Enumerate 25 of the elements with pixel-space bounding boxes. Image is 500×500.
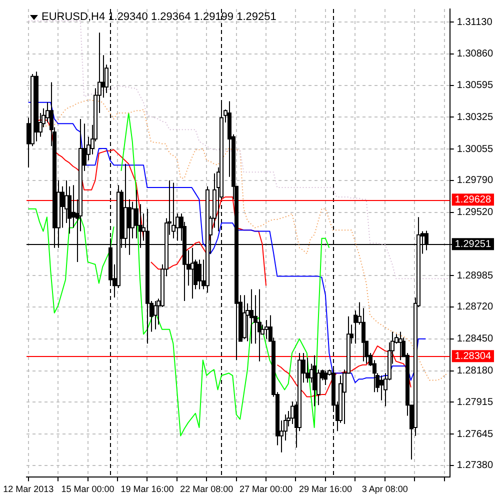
x-tick-label: 29 Mar 16:00 bbox=[298, 484, 352, 494]
ref-line-label: 1.29628 bbox=[454, 194, 492, 206]
y-tick-label: 1.30860 bbox=[456, 48, 494, 60]
y-tick-label: 1.27645 bbox=[456, 428, 494, 440]
ref-line-label: 1.28304 bbox=[454, 350, 492, 362]
y-tick-label: 1.29790 bbox=[456, 175, 494, 186]
y-tick-label: 1.28180 bbox=[456, 366, 494, 377]
x-tick-label: 12 Mar 2013 bbox=[3, 484, 54, 494]
y-tick-label: 1.27915 bbox=[456, 396, 494, 408]
y-tick-label: 1.28985 bbox=[456, 270, 494, 282]
y-tick-label: 1.30325 bbox=[456, 112, 494, 123]
y-tick-label: 1.27380 bbox=[456, 460, 494, 472]
x-tick-label: 27 Mar 00:00 bbox=[240, 484, 293, 494]
y-tick-label: 1.29520 bbox=[456, 207, 494, 218]
chart-title: EURUSD,H4 1.29340 1.29364 1.29199 1.29251 bbox=[42, 11, 276, 23]
y-tick-label: 1.31130 bbox=[456, 16, 493, 28]
y-tick-label: 1.28720 bbox=[456, 302, 494, 313]
x-tick-label: 22 Mar 08:00 bbox=[180, 484, 234, 494]
x-tick-label: 19 Mar 16:00 bbox=[120, 484, 174, 494]
y-tick-label: 1.30595 bbox=[456, 80, 494, 92]
y-tick-label: 1.28450 bbox=[456, 334, 494, 345]
ref-line-label: 1.29251 bbox=[454, 238, 492, 250]
x-tick-label: 3 Apr 08:00 bbox=[362, 484, 408, 494]
y-tick-label: 1.30055 bbox=[456, 144, 494, 155]
x-tick-label: 15 Mar 00:00 bbox=[61, 484, 114, 494]
